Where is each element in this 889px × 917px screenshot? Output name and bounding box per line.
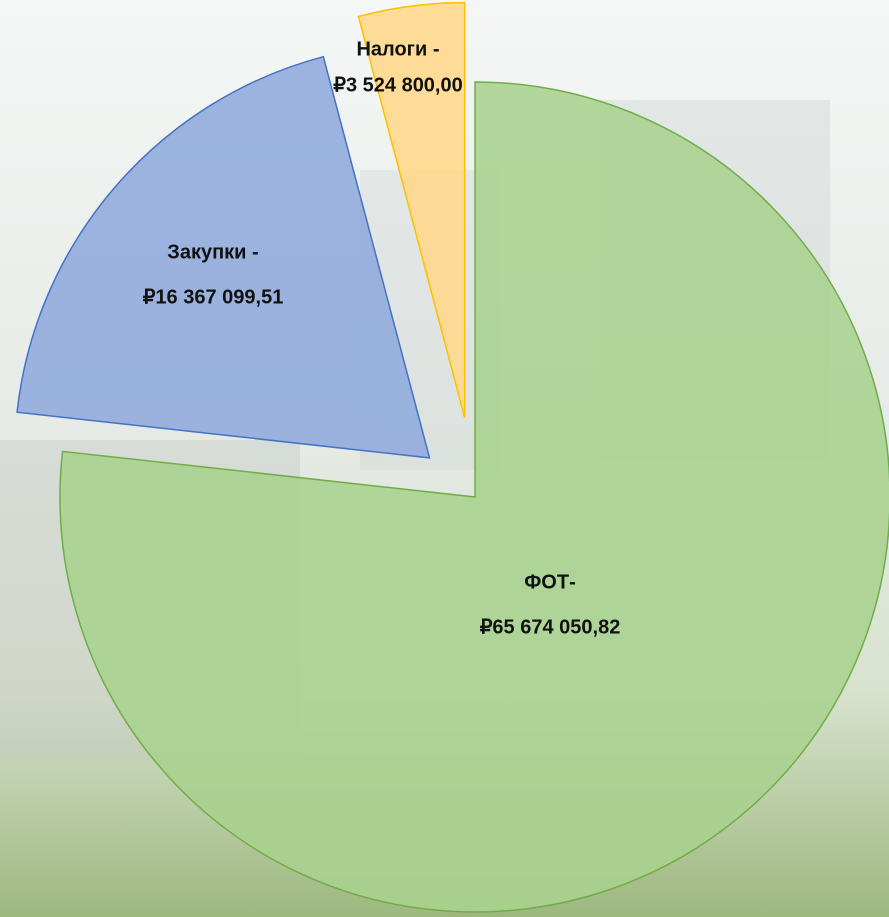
page: ФОТ- ₽65 674 050,82 Закупки - ₽16 367 099,5… [0,0,889,917]
value-label: ₽65 674 050,82 [480,616,621,638]
slice-label: ФОТ- [524,571,576,593]
value-label: ₽3 524 800,00 [333,74,463,96]
slice-label: Закупки - [167,241,258,263]
value-label: ₽16 367 099,51 [143,286,284,308]
chart: ФОТ- ₽65 674 050,82 Закупки - ₽16 367 099,5… [0,0,889,917]
slice-label: Налоги - [356,38,439,60]
